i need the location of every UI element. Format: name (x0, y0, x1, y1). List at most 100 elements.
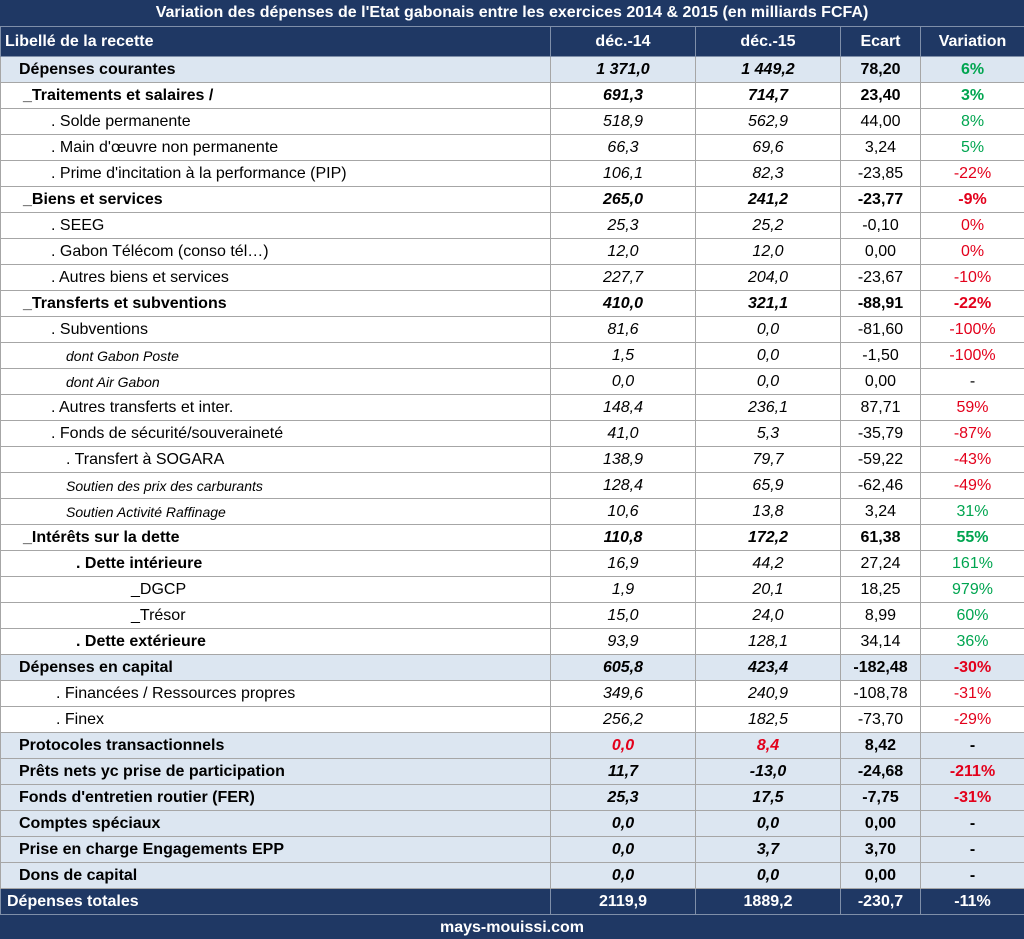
cell: -7,75 (840, 784, 921, 811)
cell: 241,2 (695, 186, 841, 213)
cell: 25,3 (550, 212, 696, 239)
table-row: dont Air Gabon 0,0 0,0 0,00- (0, 368, 1024, 395)
cell: 55% (920, 524, 1024, 551)
cell: -30% (920, 654, 1024, 681)
table-row: _Traitements et salaires /691,3 714,7 23,4… (0, 82, 1024, 109)
cell: 5,3 (695, 420, 841, 447)
table-row: . Financées / Ressources propres 349,6 240… (0, 680, 1024, 707)
table-row: dont Gabon Poste 1,5 0,0 -1,50 -100% (0, 342, 1024, 369)
cell: 236,1 (695, 394, 841, 421)
cell: 41,0 (550, 420, 696, 447)
row-label: . Solde permanente (0, 108, 551, 135)
cell: 979% (920, 576, 1024, 603)
cell: -23,85 (840, 160, 921, 187)
cell: -182,48 (840, 654, 921, 681)
table-row: Dépenses en capital 605,8 423,4 -182,48 -30% (0, 654, 1024, 681)
cell: 423,4 (695, 654, 841, 681)
cell: 3,24 (840, 498, 921, 525)
cell: 106,1 (550, 160, 696, 187)
table-row: Soutien des prix des carburants 128,4 65,9… (0, 472, 1024, 499)
cell: 0,0 (695, 810, 841, 837)
cell: 321,1 (695, 290, 841, 317)
row-label: . Dette intérieure (0, 550, 551, 577)
cell: -10% (920, 264, 1024, 291)
column-header: déc.-15 (695, 26, 841, 57)
cell: 3,7 (695, 836, 841, 863)
row-label: dont Gabon Poste (0, 342, 551, 369)
row-label: Prêts nets yc prise de participation (0, 758, 551, 785)
table-row: . Dette intérieure 16,9 44,2 27,24 161% (0, 550, 1024, 577)
cell: 0% (920, 238, 1024, 265)
table-row: _Trésor 15,0 24,0 8,99 60% (0, 602, 1024, 629)
table: Libellé de la recette déc.-14 déc.-15 Ecart… (0, 26, 1024, 915)
table-row: . Autres biens et services 227,7 204,0 -23,… (0, 264, 1024, 291)
table-row: . Prime d'incitation à la performance (P… (0, 160, 1024, 187)
cell: -230,7 (840, 888, 921, 915)
cell: 11,7 (550, 758, 696, 785)
table-row: . Autres transferts et inter. 148,4 236,1 8… (0, 394, 1024, 421)
cell: 20,1 (695, 576, 841, 603)
total-row: Dépenses totales 2119,9 1889,2 -230,7 -11% (0, 888, 1024, 915)
cell: 15,0 (550, 602, 696, 629)
row-label: Prise en charge Engagements EPP (0, 836, 551, 863)
row-label: . SEEG (0, 212, 551, 239)
table-row: Comptes spéciaux 0,0 0,0 0,00- (0, 810, 1024, 837)
cell: - (920, 732, 1024, 759)
column-header: Ecart (840, 26, 921, 57)
cell: 0% (920, 212, 1024, 239)
cell: 110,8 (550, 524, 696, 551)
cell: 349,6 (550, 680, 696, 707)
cell: -23,77 (840, 186, 921, 213)
cell: 182,5 (695, 706, 841, 733)
cell: -23,67 (840, 264, 921, 291)
cell: 12,0 (550, 238, 696, 265)
cell: 0,0 (550, 862, 696, 889)
cell: 60% (920, 602, 1024, 629)
row-label: Protocoles transactionnels (0, 732, 551, 759)
table-row: _Transferts et subventions 410,0 321,1 -88,… (0, 290, 1024, 317)
cell: 0,0 (695, 862, 841, 889)
cell: 8,4 (695, 732, 841, 759)
cell: -35,79 (840, 420, 921, 447)
cell: - (920, 862, 1024, 889)
header-row: Libellé de la recette déc.-14 déc.-15 Ecart… (0, 26, 1024, 57)
row-label: Dépenses totales (0, 888, 551, 915)
cell: 69,6 (695, 134, 841, 161)
cell: -49% (920, 472, 1024, 499)
cell: 0,0 (695, 368, 841, 395)
cell: 8% (920, 108, 1024, 135)
cell: 714,7 (695, 82, 841, 109)
cell: 148,4 (550, 394, 696, 421)
row-label: Soutien des prix des carburants (0, 472, 551, 499)
row-label: . Fonds de sécurité/souveraineté (0, 420, 551, 447)
cell: -24,68 (840, 758, 921, 785)
cell: 691,3 (550, 82, 696, 109)
column-header: Libellé de la recette (0, 26, 551, 57)
cell: -13,0 (695, 758, 841, 785)
cell: 562,9 (695, 108, 841, 135)
cell: - (920, 368, 1024, 395)
table-row: Fonds d'entretien routier (FER) 25,3 17,5-… (0, 784, 1024, 811)
table-row: Dons de capital 0,0 0,0 0,00- (0, 862, 1024, 889)
table-row: . Solde permanente 518,9 562,9 44,00 8% (0, 108, 1024, 135)
table-row: _Intérêts sur la dette 110,8 172,2 61,38 55% (0, 524, 1024, 551)
row-label: . Dette extérieure (0, 628, 551, 655)
table-row: . Finex 256,2 182,5 -73,70 -29% (0, 706, 1024, 733)
cell: 12,0 (695, 238, 841, 265)
cell: 25,2 (695, 212, 841, 239)
cell: 18,25 (840, 576, 921, 603)
cell: 1 371,0 (550, 56, 696, 83)
cell: -29% (920, 706, 1024, 733)
cell: 25,3 (550, 784, 696, 811)
cell: 5% (920, 134, 1024, 161)
cell: 0,00 (840, 368, 921, 395)
table-row: Prise en charge Engagements EPP 0,0 3,7 3,7… (0, 836, 1024, 863)
cell: 0,00 (840, 810, 921, 837)
table-row: . Dette extérieure 93,9 128,1 34,14 36% (0, 628, 1024, 655)
cell: -0,10 (840, 212, 921, 239)
cell: 0,0 (550, 368, 696, 395)
row-label: _Transferts et subventions (0, 290, 551, 317)
table-row: Soutien Activité Raffinage 10,6 13,8 3,24 31… (0, 498, 1024, 525)
cell: -100% (920, 316, 1024, 343)
row-label: Dépenses courantes (0, 56, 551, 83)
